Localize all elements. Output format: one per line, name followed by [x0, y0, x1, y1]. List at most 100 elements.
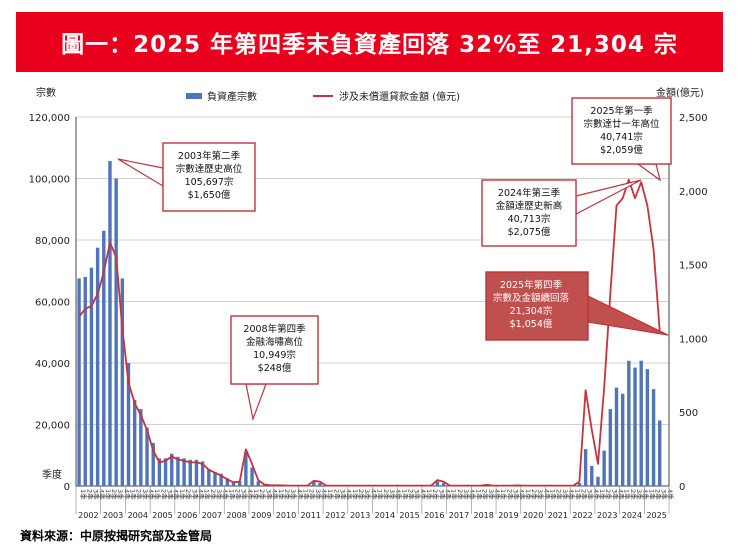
callout-text: 2025年第四季 — [500, 279, 563, 291]
quarter-tick-label: 4季 — [444, 489, 453, 500]
quarter-tick-label: 1季 — [450, 489, 459, 500]
quarter-tick-label: 2季 — [159, 489, 168, 500]
year-label: 2025 — [646, 511, 666, 520]
quarter-tick-label: 4季 — [493, 489, 502, 500]
quarter-tick-label: 3季 — [413, 489, 422, 500]
quarter-tick-label: 2季 — [604, 489, 613, 500]
bar — [200, 461, 205, 486]
quarter-tick-label: 3季 — [635, 489, 644, 500]
quarter-tick-label: 2季 — [209, 489, 218, 500]
quarter-tick-label: 4季 — [518, 489, 527, 500]
quarter-tick-label: 4季 — [345, 489, 354, 500]
quarter-tick-label: 3季 — [339, 489, 348, 500]
quarter-tick-label: 2季 — [382, 489, 391, 500]
quarter-tick-label: 3季 — [610, 489, 619, 500]
left-tick-label: 80,000 — [35, 236, 70, 247]
bar — [614, 387, 619, 486]
quarter-tick-label: 2季 — [654, 489, 663, 500]
callout-text: 21,304宗 — [510, 305, 553, 317]
quarter-tick-label: 2季 — [258, 489, 267, 500]
callout-text: 宗數及金額續回落 — [493, 292, 570, 304]
quarter-tick-label: 1季 — [351, 489, 360, 500]
quarter-tick-label: 2季 — [555, 489, 564, 500]
bar — [89, 267, 94, 486]
quarter-tick-label: 1季 — [598, 489, 607, 500]
quarter-tick-label: 4季 — [468, 489, 477, 500]
bar — [170, 453, 174, 486]
year-label: 2022 — [572, 511, 592, 520]
quarter-tick-label: 1季 — [129, 489, 138, 500]
callout-text: $2,075億 — [508, 226, 551, 238]
bar — [157, 458, 162, 486]
callout-text: $248億 — [258, 362, 292, 374]
quarter-tick-label: 2季 — [184, 489, 193, 500]
quarter-tick-label: 4季 — [617, 489, 626, 500]
bar — [207, 469, 211, 486]
callout-text: 105,697宗 — [185, 176, 234, 188]
callout-box — [571, 97, 672, 165]
quarter-tick-label: 1季 — [647, 489, 656, 500]
bar — [244, 452, 248, 486]
year-label: 2020 — [523, 511, 543, 520]
quarter-tick-label: 1季 — [227, 489, 236, 500]
right-tick-label: 1,500 — [679, 261, 708, 272]
quarter-tick-label: 2季 — [431, 489, 440, 500]
year-label: 2009 — [251, 511, 271, 520]
quarter-tick-label: 1季 — [104, 489, 113, 500]
right-tick-label: 2,500 — [679, 113, 708, 124]
quarter-tick-label: 2季 — [481, 489, 490, 500]
bar — [627, 360, 631, 486]
bar — [194, 459, 199, 486]
left-tick-label: 0 — [64, 482, 70, 493]
bar — [312, 482, 316, 486]
bar — [231, 481, 236, 486]
right-tick-label: 0 — [679, 482, 685, 493]
right-tick-label: 1,000 — [679, 334, 708, 345]
quarter-tick-label: 1季 — [326, 489, 335, 500]
bar — [77, 278, 81, 486]
quarter-tick-label: 1季 — [79, 489, 88, 500]
quarter-tick-label: 2季 — [110, 489, 119, 500]
bar — [651, 389, 656, 486]
quarter-tick-label: 4季 — [419, 489, 428, 500]
quarter-tick-label: 4季 — [666, 489, 675, 500]
left-tick-label: 100,000 — [29, 175, 70, 186]
quarter-tick-label: 4季 — [197, 489, 206, 500]
quarter-tick-label: 3季 — [314, 489, 323, 500]
quarter-tick-label: 3季 — [388, 489, 397, 500]
legend-bar-label: 負資產宗數 — [207, 90, 257, 103]
quarter-tick-label: 3季 — [190, 489, 199, 500]
quarter-tick-label: 3季 — [91, 489, 100, 500]
quarter-tick-label: 1季 — [623, 489, 632, 500]
right-tick-label: 2,000 — [679, 187, 708, 198]
quarter-tick-label: 1季 — [302, 489, 311, 500]
year-label: 2024 — [622, 511, 642, 520]
source-note: 資料來源：中原按揭研究部及金管局 — [20, 529, 213, 543]
quarter-tick-label: 4季 — [295, 489, 304, 500]
left-tick-label: 60,000 — [35, 298, 70, 309]
left-tick-label: 20,000 — [35, 421, 70, 432]
bar — [620, 393, 625, 486]
quarter-tick-label: 3季 — [512, 489, 521, 500]
quarter-tick-label: 4季 — [567, 489, 576, 500]
quarter-tick-label: 3季 — [437, 489, 446, 500]
right-axis-title: 金額(億元) — [656, 86, 704, 99]
callout-text: 10,949宗 — [253, 349, 296, 361]
quarter-tick-label: 1季 — [277, 489, 286, 500]
bar — [441, 482, 446, 486]
bar — [219, 473, 223, 486]
bar — [583, 449, 588, 486]
quarter-tick-label: 2季 — [308, 489, 317, 500]
year-label: 2004 — [128, 511, 148, 520]
callout-box — [481, 179, 577, 247]
callout-text: $2,059億 — [600, 144, 643, 156]
quarter-tick-label: 4季 — [221, 489, 230, 500]
year-label: 2008 — [226, 511, 246, 520]
legend-bar-swatch — [186, 93, 202, 99]
callout-pointer — [117, 158, 164, 188]
callout-text: 2003年第二季 — [178, 150, 241, 162]
year-label: 2016 — [424, 511, 444, 520]
quarter-tick-label: 4季 — [172, 489, 181, 500]
quarter-tick-label: 2季 — [407, 489, 416, 500]
bar — [182, 458, 186, 486]
